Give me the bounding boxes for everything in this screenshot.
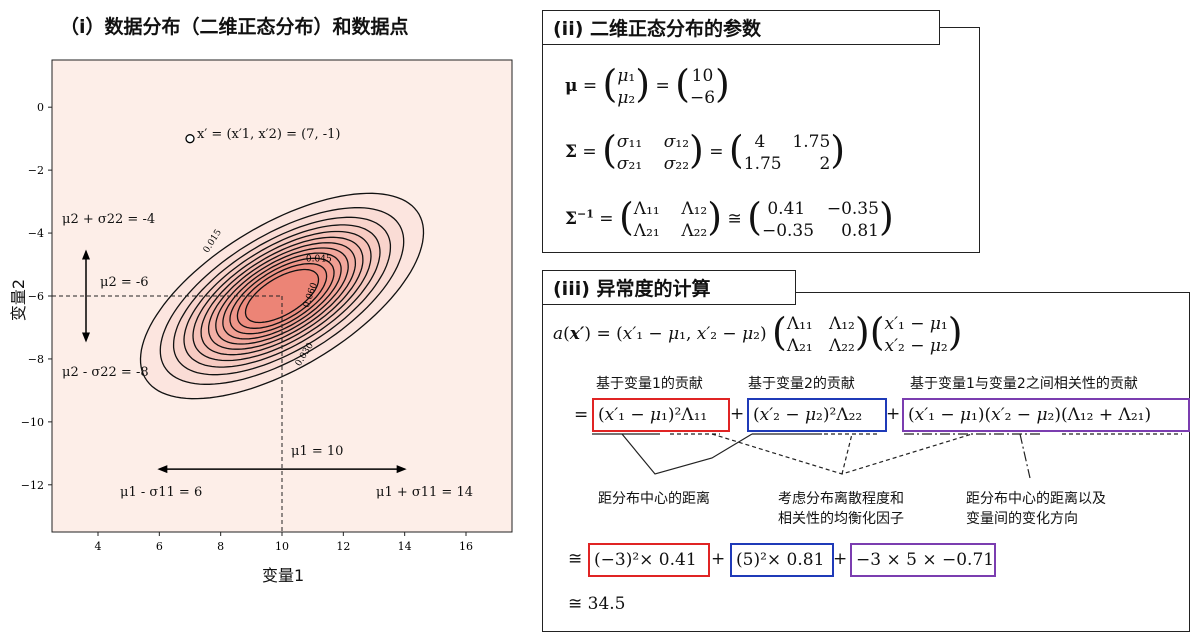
sigma12: 1.75 <box>792 132 831 152</box>
note-dispersion-1: 考虑分布离散程度和 <box>778 491 904 507</box>
label-var1: 基于变量1的贡献 <box>596 376 703 392</box>
x-tick-label: 8 <box>217 540 224 553</box>
y-tick-label: −12 <box>21 479 44 492</box>
result-value: ≅ 34.5 <box>568 594 626 614</box>
inverse-equation: Σ−1 = (Λ₁₁ Λ₁₂ Λ₂₁ Λ₂₂) ≅ (0.41 −0.35 −0.3… <box>565 195 894 241</box>
mu2-value: −6 <box>689 88 716 108</box>
connector-lines <box>592 433 1182 479</box>
panel2-box <box>542 27 980 253</box>
y-tick-label: −8 <box>28 353 44 366</box>
x-axis-label: 变量1 <box>262 566 305 585</box>
plus-3: + <box>711 549 726 569</box>
panel3-title: (iii) 异常度的计算 <box>542 270 796 305</box>
term-var1: (x′₁ − μ₁)²Λ₁₁ <box>592 398 730 432</box>
mu1-minus-label: μ1 - σ11 = 6 <box>120 485 203 500</box>
note-direction-1: 距分布中心的距离以及 <box>966 491 1106 507</box>
equals-sign: = <box>574 405 589 425</box>
mu1-plus-label: μ1 + σ11 = 14 <box>376 485 473 500</box>
sigma11: 4 <box>754 132 766 152</box>
lambda22: 0.81 <box>841 221 879 241</box>
x-tick-label: 16 <box>459 540 473 553</box>
plus-2: + <box>886 404 901 424</box>
lambda12: −0.35 <box>826 199 879 219</box>
x-tick-label: 12 <box>336 540 350 553</box>
sigma11-arrow-head-left <box>157 465 168 474</box>
lambda11: 0.41 <box>767 199 806 219</box>
sigma22-arrow-head-bottom <box>82 332 90 343</box>
y-tick-label: −6 <box>28 290 44 303</box>
note-dispersion-2: 相关性的均衡化因子 <box>778 511 904 527</box>
value-corr: −3 × 5 × −0.71 <box>850 543 996 577</box>
note-distance: 距分布中心的距离 <box>598 491 710 507</box>
y-tick-label: 0 <box>37 101 44 114</box>
value-var1: (−3)²× 0.41 <box>588 543 710 577</box>
y-tick-label: −2 <box>28 164 44 177</box>
x-tick-label: 14 <box>398 540 412 553</box>
term-var2: (x′₂ − μ₂)²Λ₂₂ <box>747 398 887 432</box>
note-direction-2: 变量间的变化方向 <box>966 511 1078 527</box>
plus-1: + <box>730 404 745 424</box>
approx-sign: ≅ <box>568 549 583 569</box>
sigma22: 2 <box>819 154 831 174</box>
sigma11-arrow-head-right <box>396 465 407 474</box>
sigma21: 1.75 <box>743 154 782 174</box>
mu-equation: μ = (μ₁ μ₂) = (10 −6) <box>565 62 730 108</box>
sigma-equation: Σ = (σ₁₁ σ₁₂ σ₂₁ σ₂₂) = (4 1.75 1.75 2) <box>565 128 846 174</box>
anomaly-formula: a(x′) = (x′₁ − μ₁, x′₂ − μ₂) (Λ₁₁ Λ₁₂ Λ₂₁… <box>553 310 963 356</box>
label-corr: 基于变量1与变量2之间相关性的贡献 <box>910 376 1138 392</box>
label-var2: 基于变量2的贡献 <box>748 376 855 392</box>
mu2-label: μ2 = -6 <box>100 275 149 290</box>
y-tick-label: −10 <box>21 416 44 429</box>
term-corr: (x′₁ − μ₁)(x′₂ − μ₂)(Λ₁₂ + Λ₂₁) <box>902 398 1190 432</box>
x-tick-label: 4 <box>95 540 102 553</box>
panel2-title: (ii) 二维正态分布的参数 <box>542 10 940 45</box>
sigma22-arrow-head-top <box>82 249 90 260</box>
y-axis-label: 变量2 <box>9 278 29 322</box>
x-tick-label: 6 <box>156 540 163 553</box>
panel1-title: （i）数据分布（二维正态分布）和数据点 <box>60 16 409 38</box>
mu2-plus-label: μ2 + σ22 = -4 <box>62 212 156 227</box>
mu2-minus-label: μ2 - σ22 = -8 <box>62 365 149 380</box>
lambda21: −0.35 <box>761 221 815 241</box>
data-point-marker <box>185 134 195 144</box>
mu1-label: μ1 = 10 <box>291 444 344 459</box>
value-var2: (5)²× 0.81 <box>730 543 834 577</box>
y-tick-label: −4 <box>28 227 44 240</box>
x-tick-label: 10 <box>275 540 289 553</box>
contour-label: 0.045 <box>306 254 332 264</box>
plus-4: + <box>833 549 848 569</box>
point-label: x′ = (x′1, x′2) = (7, -1) <box>197 127 341 142</box>
mu1-value: 10 <box>691 66 714 86</box>
